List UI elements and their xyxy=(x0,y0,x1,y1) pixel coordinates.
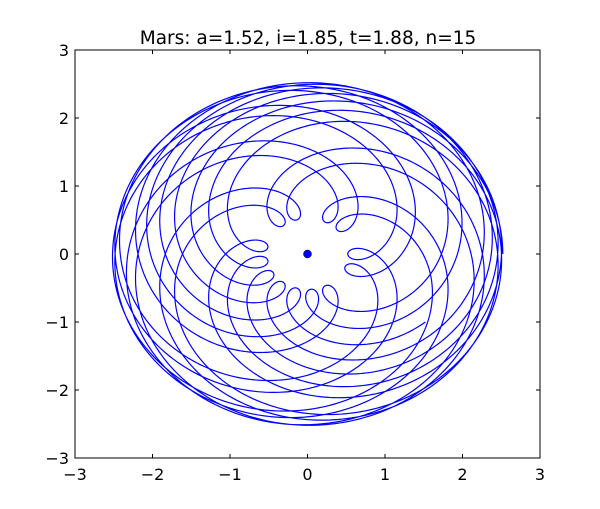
orbit-curve xyxy=(111,82,504,426)
y-tick-label: 3 xyxy=(59,41,69,60)
series-layer xyxy=(111,82,504,426)
x-tick-label: 3 xyxy=(535,465,545,484)
y-tick-label: −1 xyxy=(45,313,69,332)
chart-title: Mars: a=1.52, i=1.85, t=1.88, n=15 xyxy=(140,28,477,49)
x-tick-label: −3 xyxy=(63,465,87,484)
y-tick-label: 2 xyxy=(59,109,69,128)
x-tick-label: 0 xyxy=(302,465,312,484)
y-tick-label: 1 xyxy=(59,177,69,196)
x-tick-label: −1 xyxy=(218,465,242,484)
tick-layer: −3 −2 −1 0 1 2 3 −3 −2 −1 0 1 2 3 xyxy=(45,41,545,484)
x-tick-label: 2 xyxy=(457,465,467,484)
y-tick-label: 0 xyxy=(59,245,69,264)
x-tick-label: 1 xyxy=(380,465,390,484)
plot-area: −3 −2 −1 0 1 2 3 −3 −2 −1 0 1 2 3 xyxy=(45,41,545,484)
center-point xyxy=(303,249,312,259)
y-tick-label: −2 xyxy=(45,381,69,400)
y-tick-label: −3 xyxy=(45,449,69,468)
x-tick-label: −2 xyxy=(141,465,165,484)
